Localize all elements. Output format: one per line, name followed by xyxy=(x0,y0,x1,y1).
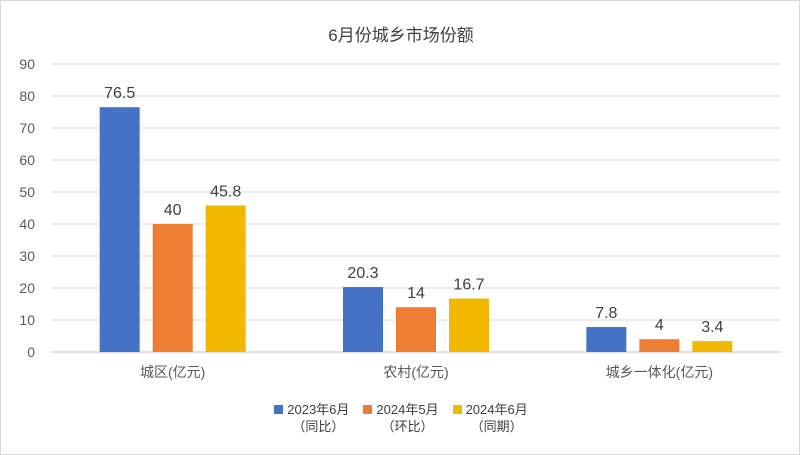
y-tick-label: 0 xyxy=(27,344,35,360)
chart-title: 6月份城乡市场份额 xyxy=(328,26,473,45)
legend-label: 2024年6月 xyxy=(465,402,528,417)
data-label: 40 xyxy=(164,202,182,219)
legend-item-2024-5: 2024年5月 （环比） xyxy=(363,401,439,435)
bars xyxy=(99,107,733,352)
legend-swatch xyxy=(363,405,373,414)
legend-item-2024-6: 2024年6月 （同期） xyxy=(452,401,528,435)
y-tick-label: 50 xyxy=(19,184,35,200)
legend-sublabel: （同期） xyxy=(470,419,523,434)
legend-swatch xyxy=(452,405,462,414)
y-tick-label: 20 xyxy=(19,280,35,296)
legend-label: 2024年5月 xyxy=(376,402,439,417)
data-label: 76.5 xyxy=(104,85,135,102)
bar xyxy=(396,307,436,352)
bar xyxy=(586,327,627,352)
bar xyxy=(205,205,246,352)
legend-sublabel: （同比） xyxy=(292,419,345,434)
data-label: 16.7 xyxy=(453,277,484,294)
x-tick-label: 农村(亿元) xyxy=(383,364,448,380)
data-label: 4 xyxy=(655,317,664,334)
bar xyxy=(692,341,733,352)
data-labels: 76.5 40 45.8 20.3 14 16.7 7.8 4 3.4 xyxy=(104,85,723,336)
bar xyxy=(639,339,680,352)
legend-label: 2023年6月 xyxy=(287,402,350,417)
bar xyxy=(99,107,140,352)
legend-swatch xyxy=(274,405,284,414)
y-tick-label: 60 xyxy=(19,152,35,168)
data-label: 3.4 xyxy=(701,319,723,336)
data-label: 20.3 xyxy=(347,265,378,282)
y-tick-label: 70 xyxy=(19,120,35,136)
bar xyxy=(152,224,193,352)
y-tick-label: 10 xyxy=(19,312,35,328)
y-tick-label: 30 xyxy=(19,248,35,264)
bar-chart: 6月份城乡市场份额 0 10 20 30 40 50 60 70 80 90 76.5 40 45.8… xyxy=(19,26,781,380)
legend: 2023年6月 （同比） 2024年5月 （环比） 2024年6月 （同期） xyxy=(231,401,571,435)
data-label: 14 xyxy=(407,285,425,302)
y-tick-label: 90 xyxy=(19,56,35,72)
data-label: 7.8 xyxy=(595,305,617,322)
x-tick-label: 城区(亿元) xyxy=(140,364,205,380)
x-axis-ticks: 城区(亿元) 农村(亿元) 城乡一体化(亿元) xyxy=(140,364,713,380)
y-axis-ticks: 0 10 20 30 40 50 60 70 80 90 xyxy=(19,56,35,360)
y-tick-label: 40 xyxy=(19,216,35,232)
x-tick-label: 城乡一体化(亿元) xyxy=(606,364,713,380)
legend-sublabel: （环比） xyxy=(381,419,434,434)
bar xyxy=(343,287,383,352)
bar xyxy=(449,298,489,352)
data-label: 45.8 xyxy=(210,183,241,200)
y-tick-label: 80 xyxy=(19,88,35,104)
legend-item-2023-6: 2023年6月 （同比） xyxy=(274,401,349,435)
